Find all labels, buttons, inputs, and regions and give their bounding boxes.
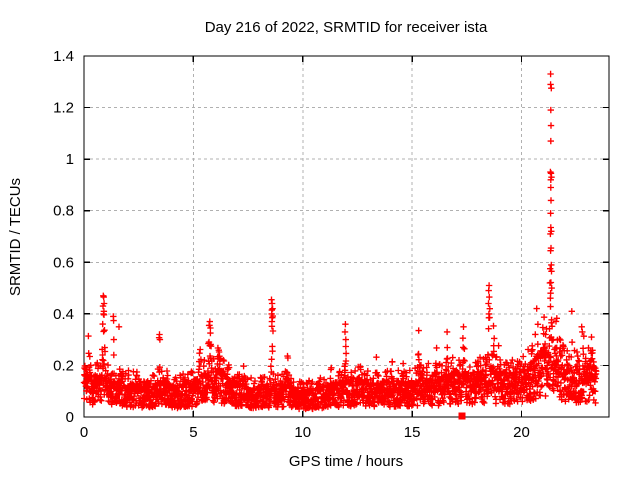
x-tick-label: 10 — [294, 424, 311, 441]
tick-labels: 0 5 10 15 20 0 0.2 0.4 0.6 0.8 1 1.2 1.4 — [53, 48, 530, 441]
y-tick-label: 0.8 — [53, 203, 74, 220]
scatter-plus-markers — [80, 70, 600, 413]
y-axis-label: SRMTID / TECUs — [7, 178, 24, 296]
y-tick-label: 1.4 — [53, 48, 74, 65]
chart-title: Day 216 of 2022, SRMTID for receiver ist… — [205, 19, 488, 36]
x-tick-label: 15 — [404, 424, 421, 441]
y-tick-label: 1 — [66, 151, 74, 168]
x-axis-label: GPS time / hours — [289, 453, 403, 470]
x-tick-label: 0 — [80, 424, 88, 441]
y-tick-label: 1.2 — [53, 100, 74, 117]
y-tick-label: 0.2 — [53, 357, 74, 374]
y-tick-label: 0.6 — [53, 254, 74, 271]
filled-square-marker — [458, 412, 466, 420]
data-points — [80, 70, 600, 420]
x-tick-label: 5 — [189, 424, 197, 441]
x-tick-label: 20 — [513, 424, 530, 441]
y-tick-label: 0.4 — [53, 306, 74, 323]
plot-border — [83, 55, 610, 418]
y-tick-label: 0 — [66, 409, 74, 426]
